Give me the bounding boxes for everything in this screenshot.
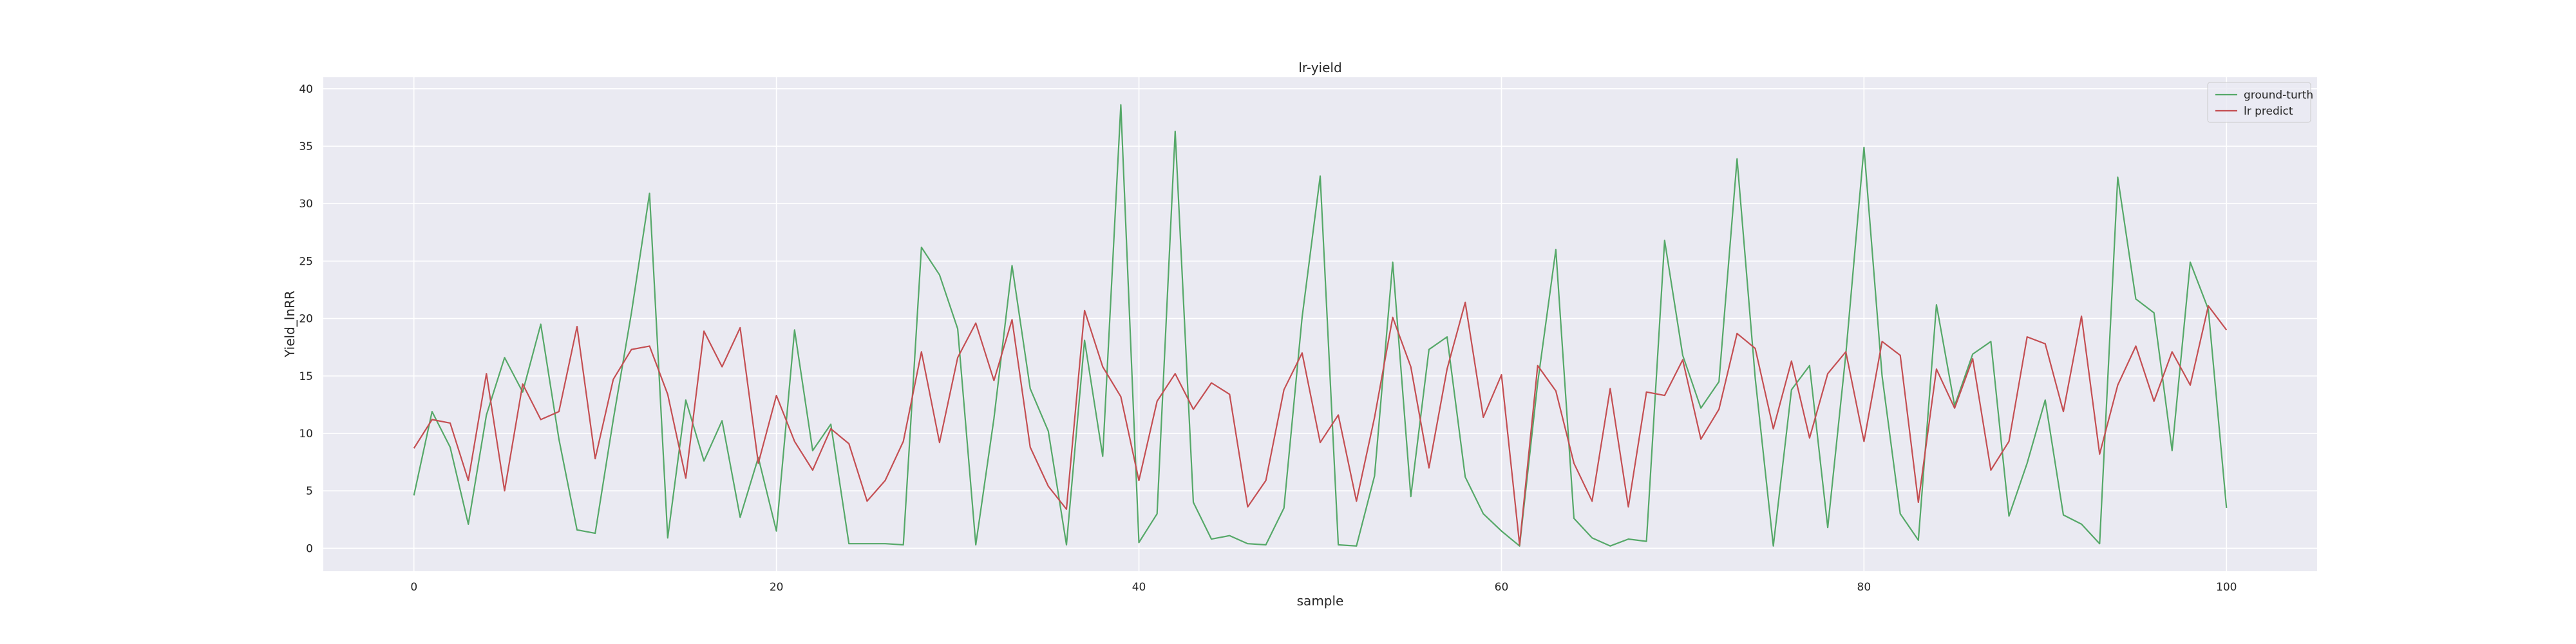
x-axis-label: sample: [1297, 593, 1344, 609]
x-tick-label: 100: [2216, 581, 2237, 594]
grid: [323, 77, 2317, 571]
y-tick-label: 0: [306, 542, 313, 555]
series-line-1: [413, 301, 2228, 546]
y-tick-label: 35: [299, 140, 313, 153]
legend: ground-turth lr predict: [2207, 82, 2313, 123]
y-tick-label: 5: [306, 485, 313, 498]
series-layer: [413, 104, 2228, 547]
y-tick-label: 30: [299, 198, 313, 211]
legend-entry: lr predict: [2244, 105, 2293, 118]
legend-frame: [2207, 82, 2311, 123]
y-tick-label: 25: [299, 255, 313, 268]
plot-area: [323, 77, 2317, 571]
y-tick-label: 20: [299, 313, 313, 326]
y-axis-label: Yield_lnRR: [282, 290, 298, 358]
x-tick-label: 80: [1857, 581, 1871, 594]
y-tick-label: 10: [299, 428, 313, 440]
y-axis: 0 5 10 15 20 25 30 35 40: [299, 83, 313, 555]
chart-title: lr-yield: [1298, 60, 1341, 75]
x-tick-label: 20: [770, 581, 784, 594]
x-tick-label: 60: [1495, 581, 1509, 594]
x-axis: 0 20 40 60 80 100: [410, 581, 2237, 594]
x-tick-label: 0: [410, 581, 417, 594]
y-tick-label: 40: [299, 83, 313, 96]
legend-entry: ground-turth: [2244, 89, 2313, 102]
y-tick-label: 15: [299, 370, 313, 383]
x-tick-label: 40: [1132, 581, 1146, 594]
